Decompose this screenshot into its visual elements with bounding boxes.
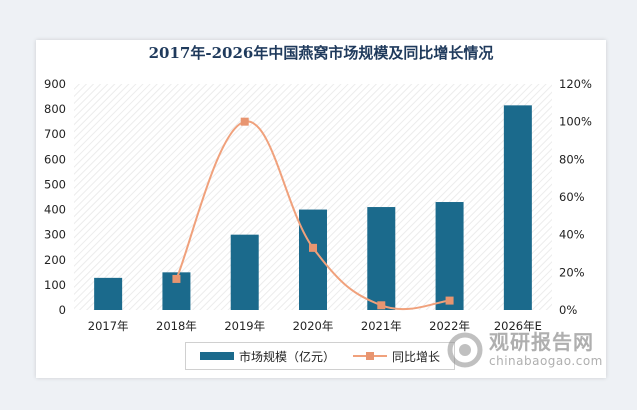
legend-swatch-bar [199,352,234,360]
legend-swatch-line [353,352,387,360]
x-tick-label: 2017年 [88,319,129,333]
legend: 市场规模（亿元） 同比增长 [185,342,455,370]
bar-2022年 [435,202,464,310]
left-tick-label: 600 [44,152,66,166]
right-tick-label: 60% [559,190,585,204]
left-tick-label: 300 [44,228,66,242]
right-tick-label: 0% [559,303,577,317]
right-tick-label: 100% [559,115,592,129]
bar-2021年 [367,207,396,310]
watermark-cn: 观研报告网 [489,330,594,354]
growth-marker [240,117,249,126]
right-tick-label: 120% [559,77,592,91]
legend-label-growth: 同比增长 [392,349,441,364]
x-tick-label: 2021年 [361,319,402,333]
right-tick-label: 40% [559,228,585,242]
left-tick-label: 0 [59,303,66,317]
growth-marker [445,296,454,305]
bar-2026年E [503,105,532,310]
watermark: 观研报告网 chinabaogao.com [445,326,602,376]
left-tick-label: 100 [44,278,66,292]
watermark-logo-icon [447,332,483,368]
legend-item-growth: 同比增长 [353,348,440,365]
left-tick-label: 500 [44,177,66,191]
growth-marker [172,274,181,283]
left-tick-label: 200 [44,253,66,267]
bar-2019年 [230,234,259,310]
chart-title: 2017年-2026年中国燕窝市场规模及同比增长情况 [148,44,494,62]
right-tick-label: 20% [559,265,585,279]
x-tick-label: 2026年E [494,319,542,333]
left-tick-label: 900 [44,77,66,91]
right-tick-label: 80% [559,152,585,166]
bar-2017年 [94,277,123,310]
watermark-en: chinabaogao.com [489,354,603,368]
left-tick-label: 700 [44,127,66,141]
legend-item-market: 市场规模（亿元） [199,348,335,365]
x-tick-label: 2022年 [429,319,470,333]
x-tick-label: 2019年 [224,319,265,333]
growth-marker [377,301,386,310]
left-tick-label: 800 [44,102,66,116]
legend-label-market: 市场规模（亿元） [238,349,335,364]
growth-marker [309,243,317,252]
growth-line [175,120,450,311]
x-tick-label: 2018年 [156,319,197,333]
left-tick-label: 400 [44,203,66,217]
x-tick-label: 2020年 [293,319,334,333]
